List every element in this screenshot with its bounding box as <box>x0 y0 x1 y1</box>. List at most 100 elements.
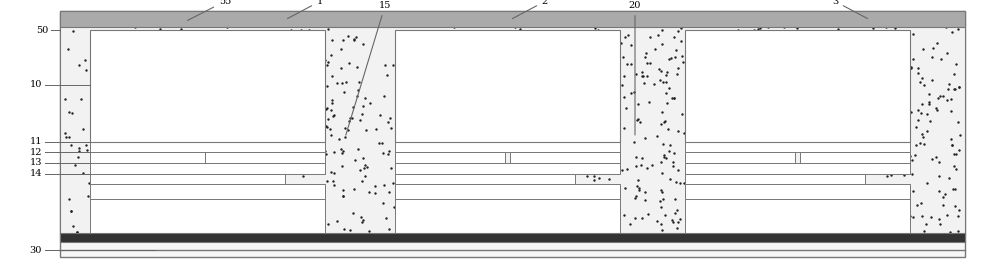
Point <box>340 34 356 38</box>
Point <box>341 18 357 22</box>
Point <box>948 62 964 66</box>
Point <box>670 66 686 70</box>
Point <box>386 205 402 209</box>
Point <box>663 56 679 60</box>
Point <box>914 102 930 106</box>
Point <box>152 27 168 31</box>
Point <box>914 132 930 136</box>
Point <box>674 54 690 58</box>
Point <box>616 95 632 99</box>
Point <box>905 189 921 193</box>
Point <box>628 164 644 168</box>
Point <box>230 14 246 19</box>
Point <box>942 230 958 234</box>
Point <box>379 73 395 77</box>
Point <box>317 58 333 62</box>
Point <box>913 111 929 116</box>
Point <box>383 126 399 130</box>
Point <box>918 222 934 226</box>
Bar <box>685 142 910 152</box>
Point <box>654 228 670 233</box>
Point <box>653 122 669 127</box>
Point <box>923 214 939 219</box>
Point <box>903 66 919 70</box>
Point <box>772 11 788 15</box>
Point <box>355 156 371 161</box>
Point <box>875 15 891 19</box>
Point <box>560 20 576 24</box>
Point <box>944 30 960 34</box>
Point <box>654 110 670 114</box>
Point <box>283 28 299 32</box>
Point <box>835 23 851 28</box>
Point <box>359 165 375 169</box>
Point <box>318 152 334 157</box>
Point <box>69 229 85 234</box>
Point <box>357 174 373 178</box>
Point <box>931 188 947 193</box>
Point <box>483 18 499 22</box>
Point <box>333 66 349 70</box>
Point <box>941 175 957 180</box>
Text: 20: 20 <box>629 1 641 135</box>
Point <box>932 222 948 227</box>
Point <box>372 113 388 118</box>
Point <box>916 142 932 146</box>
Text: 2: 2 <box>512 0 548 19</box>
Point <box>60 47 76 51</box>
Point <box>335 187 351 192</box>
Point <box>65 29 81 33</box>
Point <box>939 213 955 217</box>
Point <box>948 152 964 156</box>
Point <box>676 181 692 185</box>
Point <box>905 215 921 219</box>
Point <box>652 78 668 82</box>
Point <box>647 47 663 51</box>
Point <box>943 97 959 101</box>
Point <box>840 21 856 26</box>
Point <box>776 25 792 29</box>
Point <box>82 16 98 21</box>
Point <box>512 27 528 31</box>
Point <box>357 96 373 100</box>
Point <box>669 226 685 230</box>
Text: 50: 50 <box>36 26 48 35</box>
Point <box>361 190 377 194</box>
Point <box>214 13 230 17</box>
Point <box>232 15 248 19</box>
Point <box>672 15 688 19</box>
Point <box>939 98 955 102</box>
Point <box>662 13 678 17</box>
Point <box>614 83 630 87</box>
Point <box>410 14 426 19</box>
Point <box>350 88 366 92</box>
Bar <box>395 30 620 142</box>
Point <box>650 33 666 37</box>
Point <box>80 194 96 198</box>
Point <box>302 16 318 20</box>
Point <box>908 125 924 129</box>
Point <box>883 173 899 177</box>
Point <box>473 20 489 24</box>
Point <box>472 24 488 29</box>
Point <box>116 10 132 14</box>
Point <box>647 23 663 27</box>
Point <box>61 22 77 26</box>
Point <box>586 174 602 178</box>
Point <box>883 16 899 20</box>
Point <box>323 108 339 112</box>
Point <box>653 69 669 73</box>
Point <box>637 190 653 194</box>
Point <box>947 204 963 209</box>
Point <box>527 17 543 21</box>
Point <box>904 172 920 176</box>
Point <box>550 12 566 16</box>
Point <box>376 183 392 187</box>
Point <box>380 120 396 124</box>
Point <box>623 91 639 95</box>
Point <box>253 16 269 20</box>
Point <box>928 105 944 110</box>
Point <box>730 28 746 32</box>
Point <box>670 168 686 173</box>
Point <box>354 179 370 183</box>
